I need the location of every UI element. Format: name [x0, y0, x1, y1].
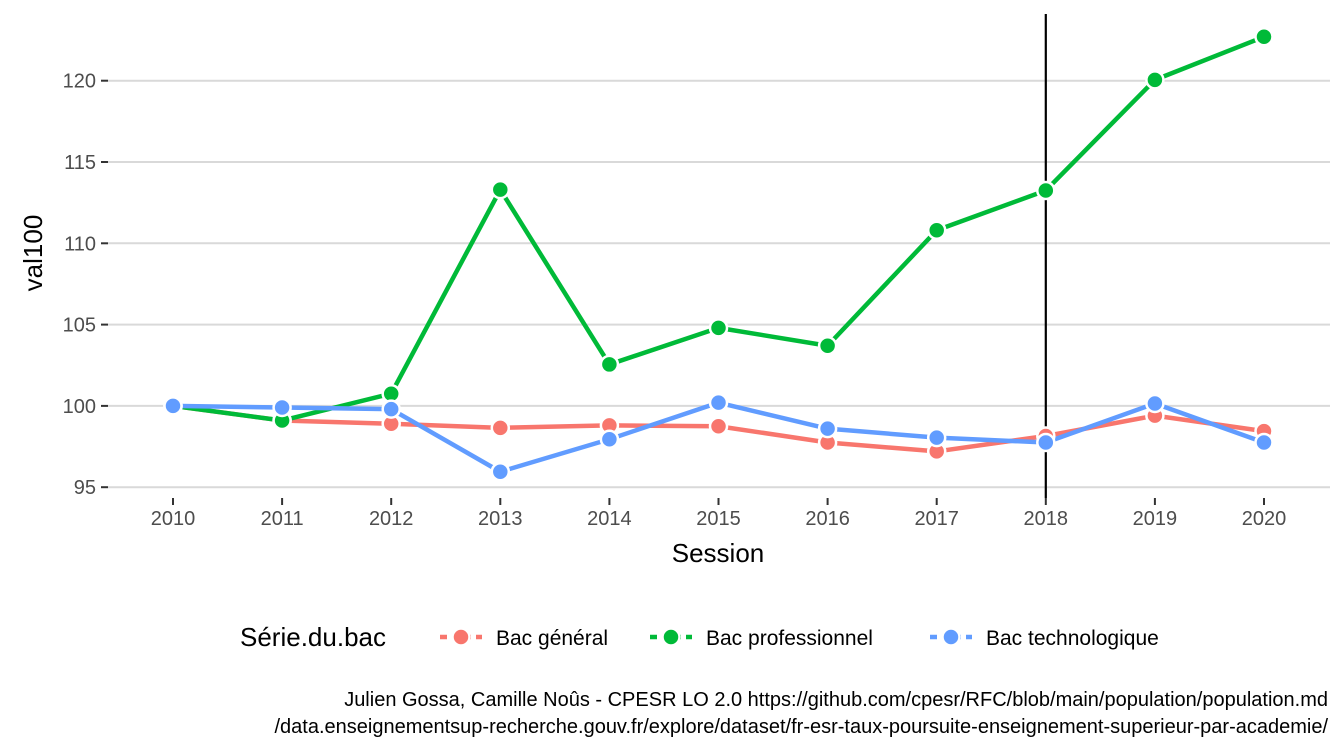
- y-tick-label: 105: [63, 315, 96, 337]
- data-point: [490, 418, 511, 438]
- x-tick-label: 2010: [151, 508, 196, 530]
- data-point: [708, 318, 729, 338]
- x-tick-label: 2016: [805, 508, 850, 530]
- legend-label: Bac général: [496, 627, 608, 650]
- legend: Série.du.bac Bac général Bac professionne…: [240, 622, 1159, 652]
- caption: Julien Gossa, Camille Noûs - CPESR LO 2.…: [274, 689, 1328, 738]
- data-point: [163, 396, 183, 416]
- data-point: [1145, 393, 1165, 414]
- legend-item: Bac général: [440, 627, 608, 650]
- data-point: [381, 399, 401, 419]
- series-line: [170, 400, 1267, 475]
- y-tick-label: 120: [63, 71, 96, 93]
- y-tick-label: 100: [63, 396, 96, 418]
- data-point: [490, 462, 511, 482]
- data-point: [1254, 27, 1274, 47]
- legend-key-point: [451, 627, 471, 647]
- caption-line-2: /data.enseignementsup-recherche.gouv.fr/…: [274, 716, 1328, 738]
- data-point: [1254, 432, 1274, 453]
- data-point: [490, 179, 511, 200]
- y-tick-label: 115: [64, 152, 96, 174]
- data-point: [272, 397, 292, 418]
- legend-label: Bac technologique: [986, 627, 1159, 650]
- data-point: [926, 427, 947, 448]
- legend-item: Bac technologique: [930, 627, 1159, 650]
- x-tick-label: 2015: [696, 508, 741, 530]
- legend-label: Bac professionnel: [706, 627, 873, 650]
- data-point: [1145, 70, 1165, 90]
- data-point: [708, 392, 729, 413]
- y-tick-label: 110: [64, 233, 96, 255]
- x-tick-label: 2012: [369, 508, 414, 530]
- x-tick-label: 2018: [1024, 508, 1069, 530]
- x-tick-label: 2020: [1242, 508, 1287, 530]
- x-tick-label: 2013: [478, 508, 523, 530]
- data-point: [708, 416, 729, 436]
- x-axis-title: Session: [672, 538, 765, 568]
- x-tick-label: 2011: [261, 508, 304, 530]
- legend-title: Série.du.bac: [240, 622, 386, 652]
- x-tick-label: 2019: [1133, 508, 1178, 530]
- data-point: [1036, 432, 1056, 453]
- legend-key-point: [941, 627, 961, 647]
- data-point: [817, 418, 838, 439]
- legend-item: Bac professionnel: [650, 627, 873, 650]
- x-tick-label: 2014: [587, 508, 632, 530]
- x-tick-label: 2017: [914, 508, 959, 530]
- data-point: [1036, 180, 1056, 201]
- series-line: [170, 34, 1267, 423]
- legend-key-point: [661, 627, 681, 647]
- data-point: [599, 429, 620, 449]
- data-point: [926, 220, 947, 241]
- caption-line-1: Julien Gossa, Camille Noûs - CPESR LO 2.…: [344, 689, 1328, 711]
- y-axis-title: val100: [18, 215, 48, 292]
- data-point: [817, 335, 838, 356]
- data-point: [599, 354, 620, 375]
- series-lines: [163, 27, 1274, 482]
- y-axis-ticks: 95 100 105 110 115 120: [63, 71, 108, 499]
- x-axis-ticks: 2010 2011 2012 2013 2014 2015 2016 2017 2018 2019…: [151, 498, 1287, 530]
- y-tick-label: 95: [74, 477, 96, 499]
